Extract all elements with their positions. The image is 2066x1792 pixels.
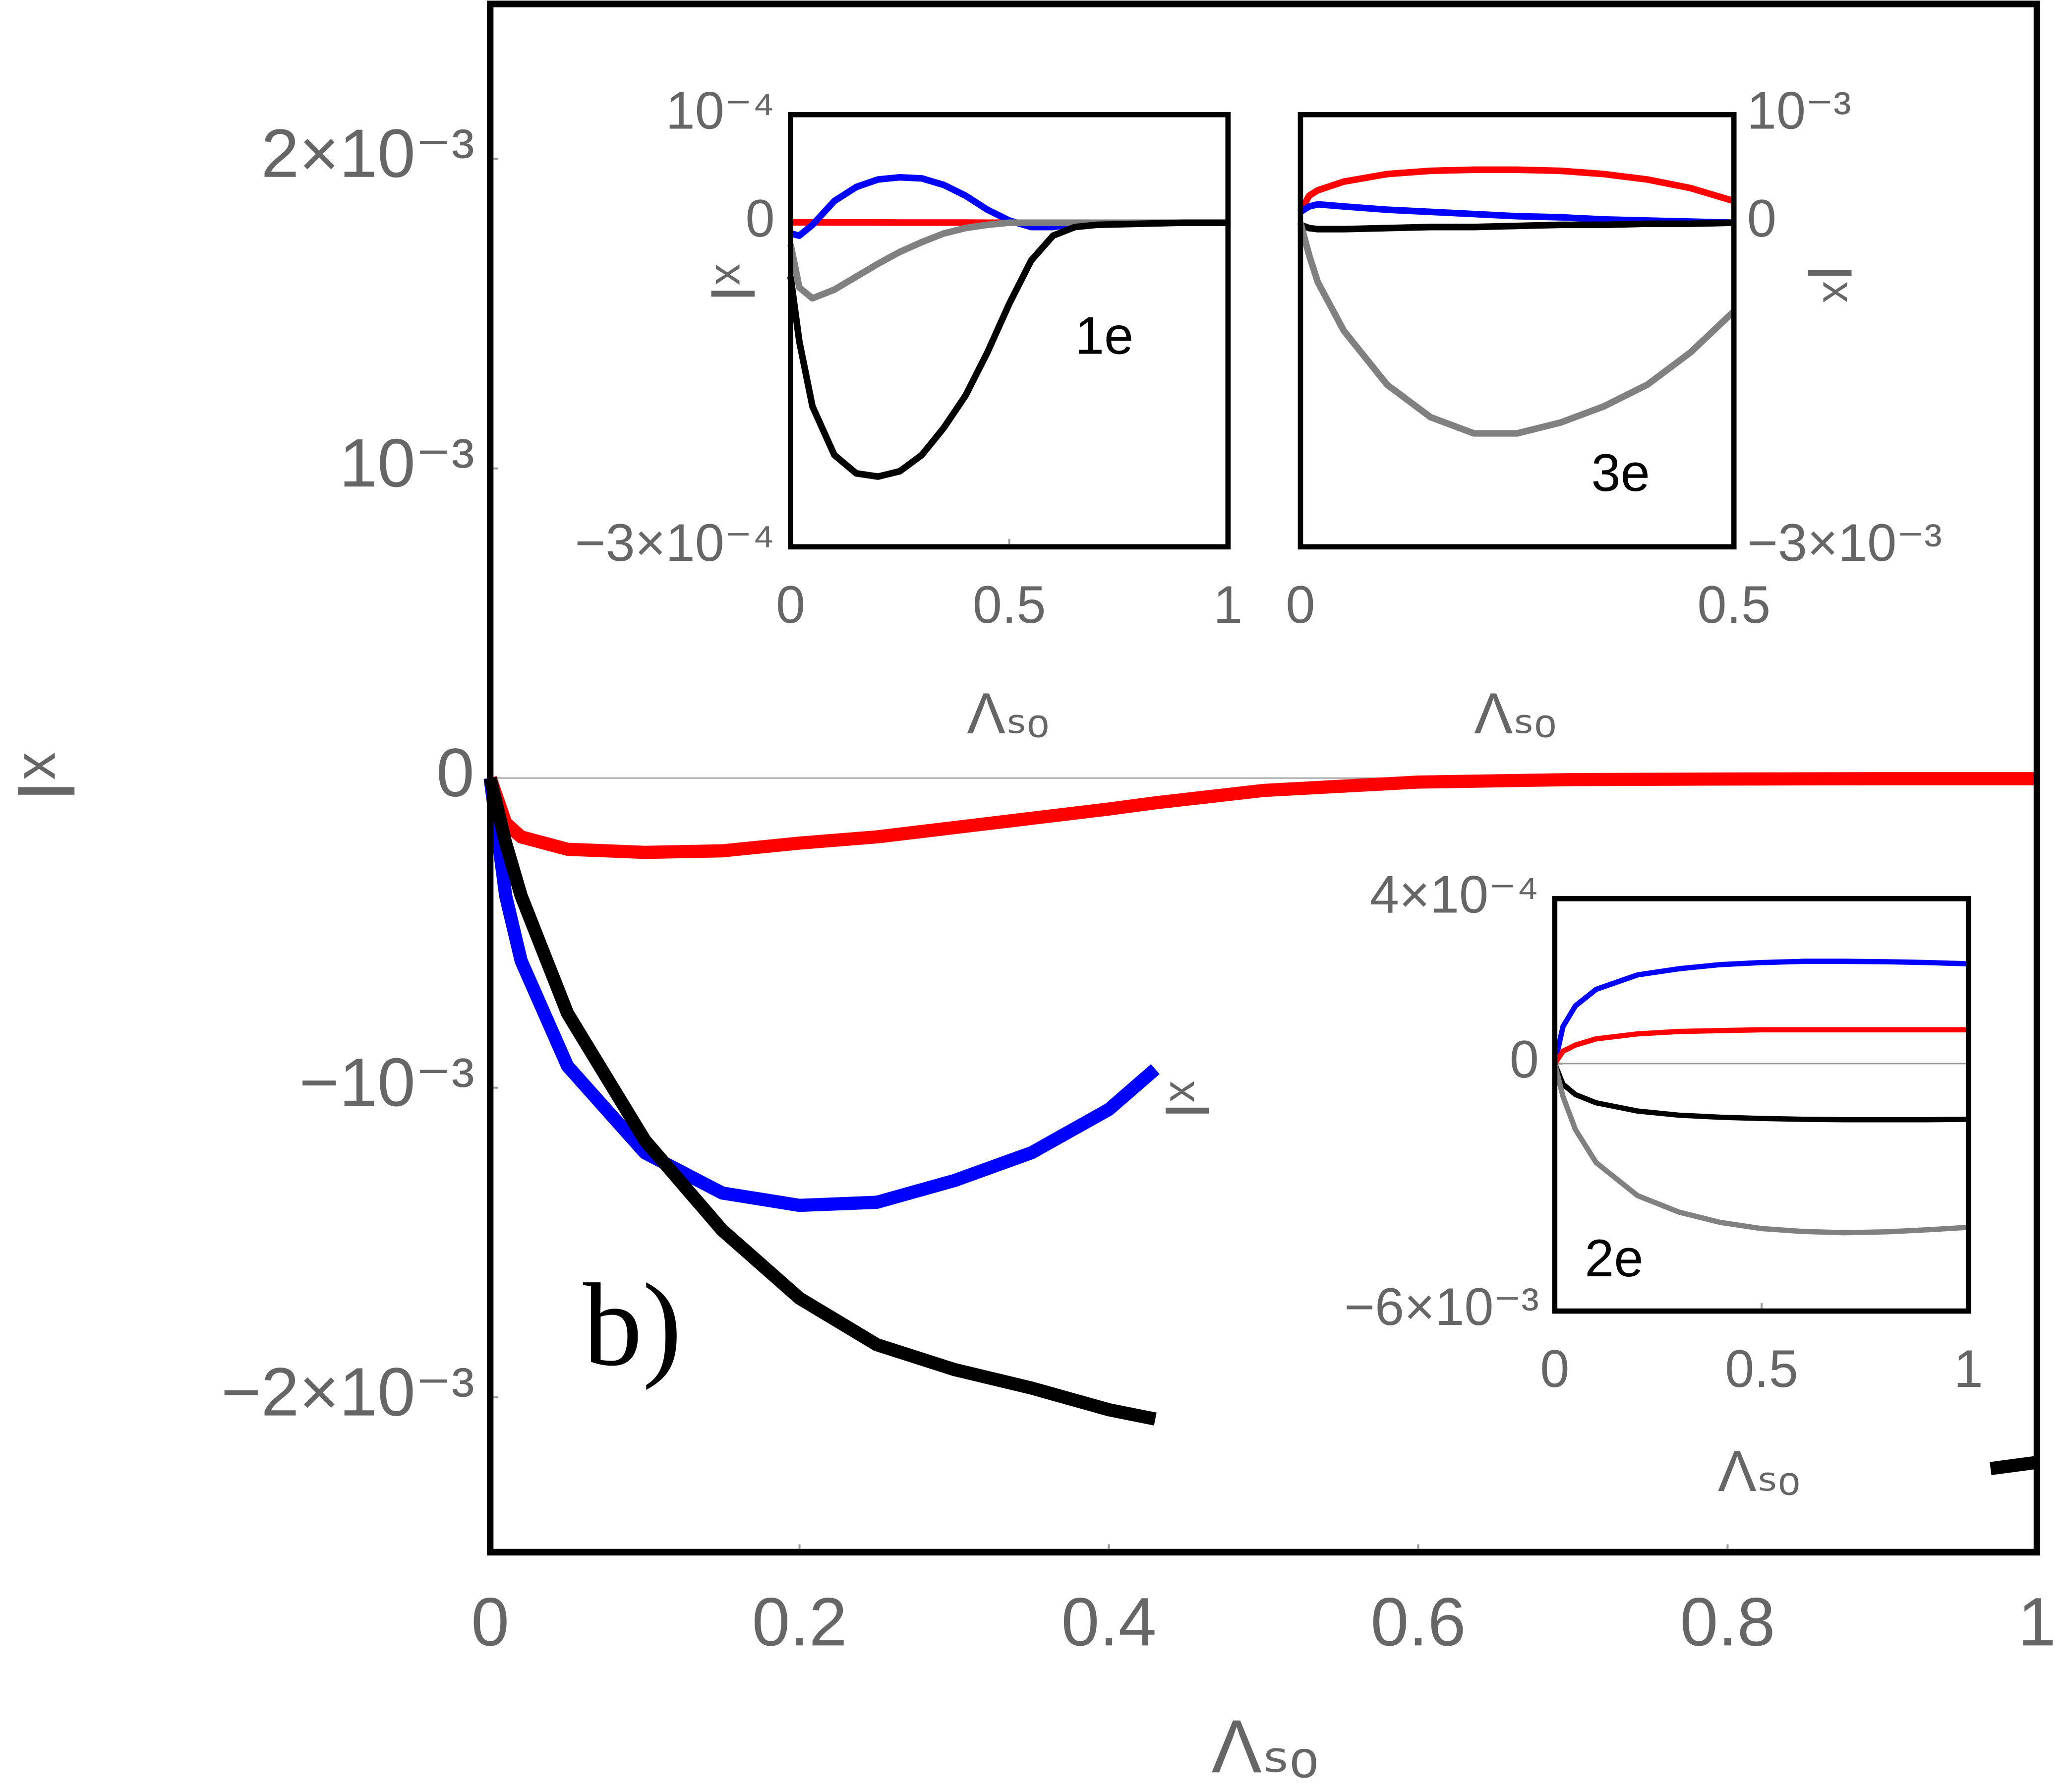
x-tick-label: 0.6 — [1370, 1584, 1466, 1660]
x-tick-label: 1 — [1213, 575, 1242, 634]
line-series — [1299, 219, 1734, 233]
line-series — [1552, 1027, 1969, 1065]
line-series — [484, 772, 2037, 859]
x-tick-label: 0.5 — [1725, 1339, 1798, 1398]
x-tick-label: 0.8 — [1680, 1584, 1775, 1660]
y-tick-label: 4×10⁻⁴ — [1370, 865, 1539, 924]
y-tick-label: 0 — [1747, 189, 1776, 248]
plot-background — [1554, 898, 1969, 1312]
line-series — [1298, 166, 1735, 214]
x-axis-label: Λₛₒ — [1474, 681, 1556, 746]
y-tick-label: 0 — [436, 735, 474, 811]
y-axis-label: Iˣ — [0, 752, 92, 802]
plot-frame — [788, 112, 1231, 550]
line-series — [483, 777, 2038, 1475]
y-tick-label: −6×10⁻³ — [1344, 1277, 1539, 1336]
panel-label: 3e — [1592, 443, 1650, 502]
plot-frame — [487, 0, 2041, 1556]
y-tick-label: 0 — [746, 189, 775, 248]
y-tick-label: 0 — [1510, 1030, 1539, 1089]
panel-label: 1e — [1075, 306, 1133, 365]
x-tick-label: 0 — [1540, 1339, 1569, 1398]
y-tick-label: 10⁻³ — [1747, 81, 1851, 140]
y-tick-label: −10⁻³ — [299, 1044, 474, 1121]
y-tick-label: −3×10⁻⁴ — [575, 513, 774, 572]
x-tick-label: 1 — [1954, 1339, 1983, 1398]
x-tick-label: 0.4 — [1062, 1584, 1157, 1660]
x-tick-label: 0 — [471, 1584, 509, 1660]
x-tick-label: 0 — [1286, 575, 1315, 634]
line-series — [1552, 958, 1969, 1065]
y-tick-label: 10⁻³ — [339, 425, 474, 501]
y-tick-label: −3×10⁻³ — [1747, 513, 1942, 572]
plot-frame — [1552, 896, 1971, 1314]
x-axis-label: Λₛₒ — [967, 681, 1049, 746]
y-axis-label: Iˣ — [698, 264, 768, 302]
x-tick-label: 0.5 — [1697, 575, 1771, 634]
plot-frame — [1298, 112, 1737, 550]
y-tick-label: 2×10⁻³ — [261, 116, 474, 192]
line-series — [1297, 222, 1736, 437]
y-tick-label: 10⁻⁴ — [666, 81, 775, 140]
plot-background — [790, 115, 1228, 547]
panel-label: b) — [583, 1259, 682, 1390]
line-series — [1552, 1063, 1969, 1236]
y-tick-label: −2×10⁻³ — [221, 1354, 474, 1431]
plot-background — [1300, 115, 1734, 547]
x-tick-label: 0 — [776, 575, 805, 634]
x-axis-label: Λₛₒ — [1211, 1704, 1318, 1789]
line-series — [787, 219, 1228, 480]
x-axis-label: Λₛₒ — [1718, 1438, 1800, 1503]
x-tick-label: 0.2 — [752, 1584, 847, 1660]
line-series — [483, 777, 1160, 1212]
x-tick-label: 1 — [2018, 1584, 2056, 1660]
y-axis-label: Iˣ — [1794, 264, 1865, 302]
panel-label: 2e — [1585, 1229, 1643, 1288]
x-tick-label: 0.5 — [973, 575, 1046, 634]
y-axis-label: Iˣ — [1153, 1081, 1223, 1119]
line-series — [1552, 1063, 1969, 1123]
